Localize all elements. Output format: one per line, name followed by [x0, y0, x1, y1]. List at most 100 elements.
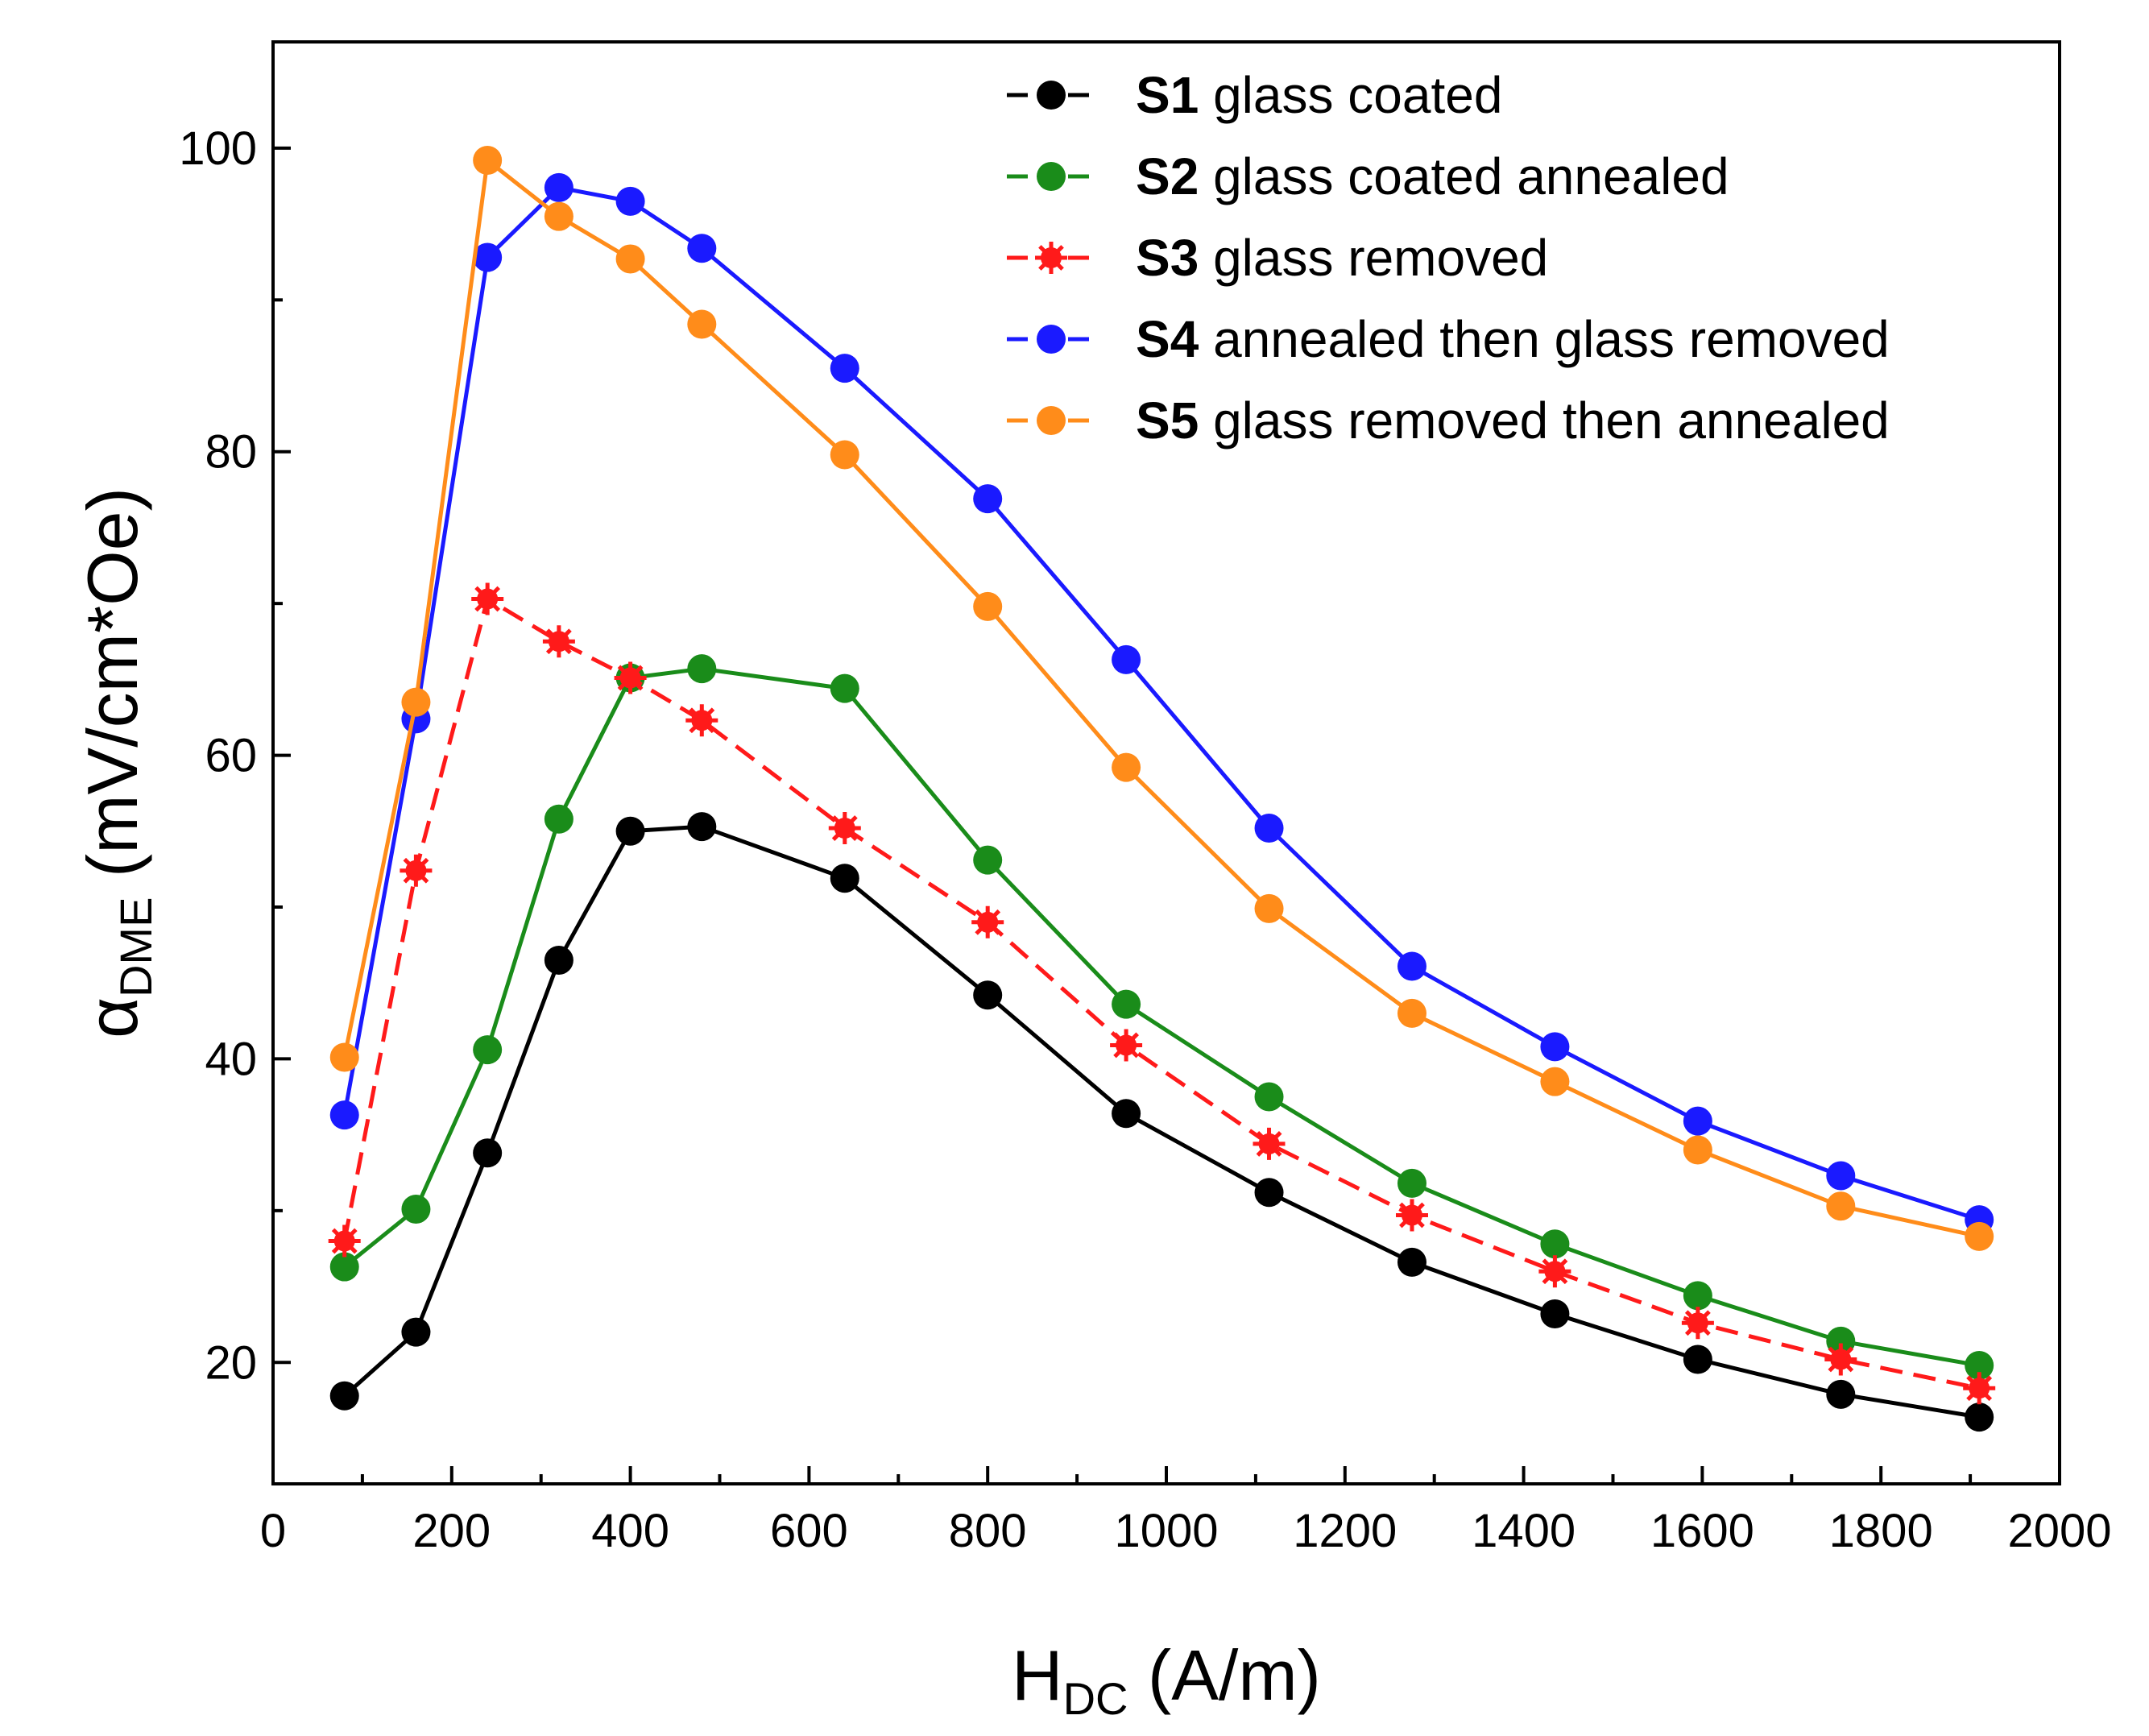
data-point	[687, 234, 717, 263]
y-tick-label: 80	[205, 426, 257, 479]
data-point	[1397, 1247, 1426, 1277]
data-point	[473, 145, 503, 175]
series-s1	[329, 812, 1994, 1432]
series-s5	[329, 145, 1994, 1251]
data-point-rays	[1110, 1029, 1143, 1062]
data-point	[1254, 814, 1284, 843]
data-point	[1683, 1344, 1712, 1374]
y-tick-label: 60	[205, 730, 257, 782]
data-point	[1826, 1379, 1856, 1409]
data-point	[329, 1381, 359, 1411]
legend-item-s1: S1 glass coated	[1007, 66, 1502, 124]
x-tick-label: 200	[412, 1505, 491, 1557]
data-point-rays	[400, 854, 433, 887]
y-tick-label: 40	[205, 1033, 257, 1085]
data-point	[1254, 1082, 1284, 1112]
data-point-rays	[828, 811, 861, 845]
data-point	[1112, 752, 1141, 782]
x-tick-label: 0	[260, 1505, 286, 1557]
data-point-rays	[971, 905, 1004, 938]
data-point	[329, 1100, 359, 1130]
x-tick-label: 1800	[1829, 1505, 1933, 1557]
y-tick-label: 20	[205, 1336, 257, 1389]
data-point	[973, 845, 1003, 875]
x-tick-label: 400	[591, 1505, 669, 1557]
legend-marker-rays	[1035, 242, 1067, 274]
data-point	[401, 687, 431, 717]
data-point-rays	[1824, 1343, 1857, 1376]
series-line-s1	[343, 824, 1980, 1419]
data-point	[973, 591, 1003, 621]
data-point-rays	[471, 582, 504, 615]
data-point	[1397, 998, 1426, 1028]
data-point	[615, 816, 645, 846]
legend-label: S1 glass coated	[1136, 66, 1502, 124]
data-point-rays	[614, 661, 647, 694]
data-point	[615, 244, 645, 274]
y-tick-label: 100	[179, 122, 257, 175]
x-tick-label: 2000	[2007, 1505, 2111, 1557]
data-point	[1540, 1299, 1570, 1328]
x-tick-label: 800	[949, 1505, 1027, 1557]
data-point	[401, 1194, 431, 1224]
data-point	[830, 440, 859, 470]
data-point	[687, 309, 717, 339]
data-point	[687, 654, 717, 684]
data-point	[1540, 1067, 1570, 1096]
y-axis-title: αDME (mV/cm*Oe)	[72, 487, 161, 1038]
data-point-rays	[328, 1224, 361, 1257]
legend-item-s3: S3 glass removed	[1007, 229, 1548, 287]
x-tick-label: 1000	[1114, 1505, 1218, 1557]
data-point	[1397, 951, 1426, 981]
legend-label: S5 glass removed then annealed	[1136, 392, 1890, 450]
series-layer	[328, 145, 1996, 1432]
y-axis-ticks: 20 40 60 80 100	[179, 122, 291, 1389]
legend: S1 glass coated S2 glass coated annealed S…	[1007, 66, 1890, 450]
data-point	[615, 186, 645, 216]
data-point	[1965, 1402, 1994, 1432]
data-point	[544, 945, 573, 975]
series-line-s3	[342, 597, 1980, 1390]
legend-item-s4: S4 annealed then glass removed	[1007, 310, 1890, 368]
legend-label: S4 annealed then glass removed	[1136, 310, 1890, 368]
data-point	[1112, 989, 1141, 1019]
series-line-s2	[343, 666, 1980, 1368]
data-point	[1540, 1229, 1570, 1259]
data-point	[1254, 1178, 1284, 1208]
data-point	[1965, 1221, 1994, 1251]
x-axis-ticks: 0 200 400 600 800 1000 1200 1400 1600 1800 2000	[260, 1466, 2112, 1557]
data-point	[830, 864, 859, 893]
legend-item-s5: S5 glass removed then annealed	[1007, 392, 1890, 450]
data-point	[329, 1042, 359, 1072]
legend-marker	[1037, 325, 1066, 354]
data-point	[544, 172, 573, 202]
data-point	[1397, 1168, 1426, 1198]
data-point	[973, 484, 1003, 514]
x-tick-label: 1600	[1650, 1505, 1754, 1557]
data-point	[544, 804, 573, 834]
data-point	[1965, 1351, 1994, 1381]
data-point	[1683, 1106, 1712, 1136]
data-point-rays	[1538, 1255, 1571, 1288]
legend-marker	[1037, 406, 1066, 435]
data-point	[830, 673, 859, 703]
data-point	[830, 354, 859, 383]
data-point	[473, 242, 503, 272]
legend-label: S3 glass removed	[1136, 229, 1548, 287]
x-tick-label: 1400	[1472, 1505, 1576, 1557]
data-point	[544, 201, 573, 231]
data-point	[473, 1035, 503, 1065]
x-tick-label: 600	[770, 1505, 848, 1557]
data-point-rays	[542, 625, 575, 658]
data-point	[1254, 893, 1284, 923]
data-point	[1540, 1032, 1570, 1062]
data-point	[687, 812, 717, 842]
data-point	[1112, 1099, 1141, 1129]
data-point-rays	[1681, 1307, 1714, 1340]
data-point-rays	[1963, 1372, 1996, 1405]
data-point	[1683, 1135, 1712, 1165]
data-point	[473, 1138, 503, 1168]
series-s4	[329, 172, 1994, 1235]
legend-marker	[1037, 81, 1066, 110]
